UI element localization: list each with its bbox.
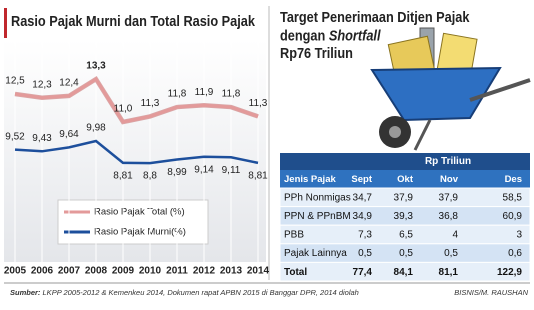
column-header: Des [505,174,522,185]
panel-title-line: Rp76 Triliun [280,44,353,61]
series-line [14,77,259,124]
table-cell: Pajak Lainnya [284,248,347,259]
source-label: Sumber: [10,288,41,297]
data-label: 12,3 [32,79,52,90]
table-cell: Total [284,267,307,278]
table-header [280,170,530,188]
table-cell: 0,6 [508,248,522,259]
table-cell: 0,5 [444,248,458,259]
data-label: 11,0 [114,104,133,115]
table-cell: 39,3 [394,211,414,222]
wheelbarrow-illustration [370,27,531,151]
data-label: 11,8 [168,89,187,100]
table-cell: 4 [452,230,458,241]
x-tick-label: 2008 [85,266,108,277]
x-tick-label: 2010 [139,266,162,277]
table-cell: 0,5 [399,248,413,259]
chart-title: Rasio Pajak Murni dan Total Rasio Pajak [11,12,255,29]
column-header: Jenis Pajak [284,174,336,185]
data-label: 11,3 [141,98,160,109]
panel-title-italic: Shortfall [329,26,382,43]
source: Sumber: LKPP 2005-2012 & Kemenkeu 2014, … [10,288,359,297]
x-tick-label: 2012 [193,266,216,277]
data-label: 11,3 [249,98,268,109]
column-header: Nov [440,174,459,185]
table: Rp Triliun Jenis Pajak Sept Okt Nov Des PPh N… [279,153,531,282]
table-cell: 58,5 [503,192,523,203]
x-tick-label: 2011 [166,266,188,277]
data-label: 11,8 [222,89,241,100]
x-tick-label: 2014 [247,266,270,277]
table-cell: 84,1 [394,267,414,278]
credit: BISNIS/M. RAUSHAN [454,288,528,297]
table-cell: PPN & PPnBM [284,211,351,222]
x-tick-label: 2006 [31,266,54,277]
legend-box [57,199,209,245]
data-label: 9,11 [222,165,241,176]
data-label: 8,8 [143,171,157,182]
data-label: 8,81 [113,171,133,182]
table-cell: 34,7 [353,192,373,203]
title-accent [4,8,7,38]
data-label: 12,5 [5,76,25,87]
column-header: Sept [351,174,372,185]
table-cell: 77,4 [353,267,373,278]
x-tick-label: 2009 [112,266,135,277]
data-label: 11,9 [195,87,214,98]
data-label: 9,52 [5,131,25,142]
column-header: Okt [397,174,414,185]
data-label: 9,64 [59,129,79,140]
data-label: 9,98 [86,123,106,134]
legend-label: Rasio Pajak Total (%) [94,207,185,218]
series-line [14,139,259,165]
table-group-header-label: Rp Triliun [425,156,471,167]
table-cell: 3 [516,230,522,241]
barrow-handle [469,78,531,102]
barrow-hub [389,126,401,138]
table-cell: 36,8 [439,211,459,222]
panel-title-line: Target Penerimaan Ditjen Pajak [280,8,470,25]
source-text: LKPP 2005-2012 & Kemenkeu 2014, Dokumen … [43,288,359,297]
table-row [279,261,531,282]
x-tick-label: 2005 [4,266,27,277]
data-label: 12,4 [59,78,79,89]
data-label: 13,3 [86,61,106,72]
table-group-header [280,153,530,170]
barrow-leg [413,119,432,151]
barrow-bucket [370,66,502,122]
table-cell: 0,5 [358,248,372,259]
legend: Rasio Pajak Total (%) Rasio Pajak Murni(%… [57,199,209,245]
table-cell: 81,1 [439,267,459,278]
table-cell: 37,9 [439,192,459,203]
panel-title-part: dengan [280,26,325,43]
panel-title-line: dengan Shortfall [280,26,382,43]
x-tick-label: 2007 [58,266,81,277]
table-cell: 122,9 [497,267,522,278]
data-label: 8,81 [248,171,268,182]
x-tick-label: 2013 [220,266,243,277]
panel-title: Target Penerimaan Ditjen Pajak dengan Sh… [280,8,470,61]
data-label: 9,43 [32,133,52,144]
table-cell: 60,9 [503,211,523,222]
table-cell: 6,5 [399,230,413,241]
table-cell: PPh Nonmigas [284,192,351,203]
table-cell: 7,3 [358,230,372,241]
legend-label: Rasio Pajak Murni(%) [94,227,186,238]
data-label: 9,14 [194,164,214,175]
table-cell: 34,9 [353,211,373,222]
table-cell: PBB [284,230,304,241]
table-cell: 37,9 [394,192,414,203]
data-label: 8,99 [167,167,187,178]
